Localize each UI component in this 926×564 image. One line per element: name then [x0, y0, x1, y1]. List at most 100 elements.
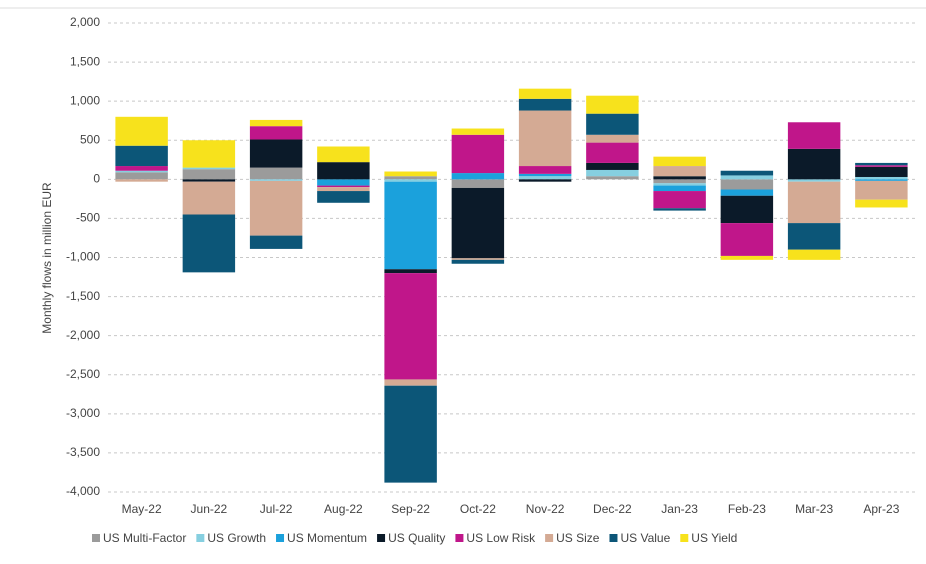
bar-segment	[653, 183, 706, 186]
legend-label: US Yield	[691, 531, 737, 545]
legend-swatch	[377, 534, 386, 542]
bar-segment	[182, 181, 236, 215]
bar-segment	[518, 176, 572, 180]
y-tick-label: 1,000	[70, 93, 100, 107]
bar-segment	[855, 166, 908, 177]
bar-segment	[317, 146, 370, 163]
y-tick-label: -3,000	[66, 406, 100, 420]
legend-swatch	[680, 534, 689, 542]
bar-segment	[518, 173, 572, 177]
bar-segment	[586, 95, 639, 114]
bar-segment	[182, 169, 236, 180]
bar-segment	[451, 173, 505, 180]
bar-segment	[518, 98, 572, 111]
bar-segment	[384, 269, 437, 274]
x-tick-label: Dec-22	[593, 502, 632, 516]
bar-segment	[249, 119, 303, 127]
legend-label: US Low Risk	[466, 531, 536, 545]
bar-segment	[855, 180, 908, 200]
legend-label: US Growth	[207, 531, 266, 545]
x-tick-label: Jul-22	[260, 502, 293, 516]
legend-label: US Value	[620, 531, 670, 545]
bar-segment	[720, 255, 774, 260]
bar-segment	[182, 167, 236, 170]
legend-swatch	[609, 534, 618, 542]
bar-segment	[720, 170, 774, 176]
y-tick-label: -1,500	[66, 289, 100, 303]
bar-segment	[249, 167, 303, 180]
bar-segment	[384, 379, 437, 386]
bar-segment	[317, 191, 370, 203]
legend-label: US Size	[556, 531, 600, 545]
legend-swatch	[92, 534, 100, 542]
bar-segment	[586, 162, 639, 170]
x-tick-label: Mar-23	[795, 502, 833, 516]
bar-segment	[720, 223, 774, 256]
bar-segment	[317, 187, 370, 192]
bar-segment	[249, 179, 303, 181]
bar-segment	[384, 176, 437, 180]
bar-segment	[249, 139, 303, 168]
bar-segment	[653, 179, 706, 184]
legend-label: US Multi-Factor	[103, 531, 186, 545]
bar-segment	[653, 191, 706, 209]
bar-segment	[787, 122, 841, 149]
x-tick-label: Oct-22	[460, 502, 496, 516]
x-tick-label: Aug-22	[324, 502, 363, 516]
legend-label: US Momentum	[287, 531, 367, 545]
bar-segment	[451, 187, 505, 259]
x-tick-label: Jan-23	[661, 502, 698, 516]
bar-segment	[384, 273, 437, 380]
bar-segment	[586, 142, 639, 163]
x-tick-label: Apr-23	[863, 502, 899, 516]
y-tick-label: -2,000	[66, 328, 100, 342]
bar-segment	[787, 223, 841, 250]
bar-segment	[451, 258, 505, 260]
bar-segment	[720, 179, 774, 190]
y-tick-label: 0	[93, 172, 100, 186]
legend-swatch	[196, 534, 205, 542]
legend-swatch	[455, 534, 464, 542]
bar-segment	[115, 145, 168, 167]
bar-segment	[384, 385, 437, 483]
bar-segment	[720, 175, 774, 180]
bar-segment	[787, 179, 841, 182]
bar-segment	[115, 116, 168, 146]
y-tick-label: -2,500	[66, 367, 100, 381]
bar-segment	[586, 113, 639, 135]
bar-segment	[451, 134, 505, 174]
legend-label: US Quality	[388, 531, 445, 545]
bar-segment	[384, 179, 437, 182]
y-tick-label: 2,000	[70, 15, 100, 29]
bar-segment	[182, 214, 236, 273]
bar-segment	[586, 134, 639, 143]
bar-segment	[384, 171, 437, 177]
bar-segment	[249, 235, 303, 249]
bar-segment	[518, 179, 572, 182]
y-tick-label: -3,500	[66, 445, 100, 459]
bar-segment	[518, 88, 572, 99]
y-tick-label: 1,500	[70, 54, 100, 68]
bar-segment	[518, 166, 572, 174]
bar-segment	[720, 195, 774, 224]
y-tick-label: 500	[80, 132, 100, 146]
bar-segment	[586, 169, 639, 177]
bar-segment	[115, 172, 168, 180]
bar-segment	[787, 249, 841, 260]
bar-segment	[720, 189, 774, 196]
bar-segment	[855, 176, 908, 180]
bar-segment	[182, 140, 236, 168]
bar-segment	[451, 259, 505, 264]
y-tick-label: -1,000	[66, 250, 100, 264]
bar-segment	[653, 156, 706, 167]
y-tick-label: -500	[76, 211, 100, 225]
bar-segment	[115, 170, 168, 173]
bar-segment	[451, 179, 505, 188]
bar-segment	[317, 185, 370, 188]
x-tick-label: Jun-22	[191, 502, 228, 516]
bar-segment	[451, 128, 505, 135]
y-axis-label: Monthly flows in million EUR	[40, 182, 54, 334]
bar-segment	[653, 185, 706, 192]
x-tick-label: Sep-22	[391, 502, 430, 516]
bar-segment	[586, 176, 639, 180]
